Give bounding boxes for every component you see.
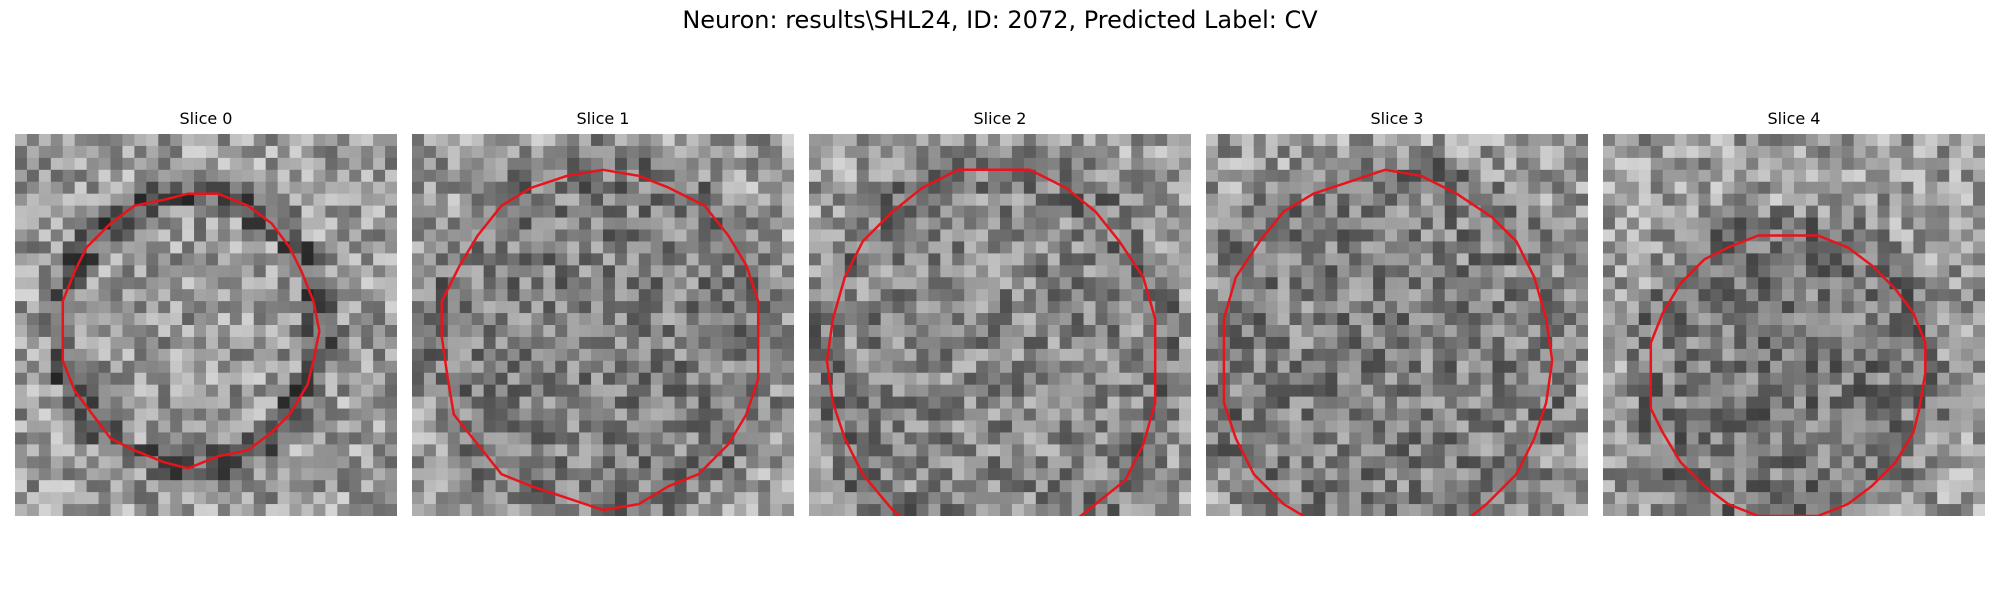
slice-panel-3: Slice 3 — [1206, 108, 1588, 516]
slice-image — [412, 134, 794, 516]
slice-title: Slice 3 — [1370, 109, 1424, 128]
contour-outline — [825, 168, 1157, 516]
figure-title: Neuron: results\SHL24, ID: 2072, Predict… — [682, 6, 1318, 34]
slice-title: Slice 2 — [973, 109, 1027, 128]
slice-image — [1603, 134, 1985, 516]
contour-outline — [1222, 168, 1554, 516]
slice-image — [1206, 134, 1588, 516]
slice-image — [809, 134, 1191, 516]
slice-image — [15, 134, 397, 516]
slice-title: Slice 1 — [576, 109, 630, 128]
contour-outline — [440, 168, 760, 512]
slice-title: Slice 4 — [1767, 109, 1821, 128]
slice-title: Slice 0 — [179, 109, 233, 128]
contour-outline — [1649, 234, 1927, 516]
slice-panel-1: Slice 1 — [412, 108, 794, 516]
slice-panel-2: Slice 2 — [809, 108, 1191, 516]
slice-panel-0: Slice 0 — [15, 108, 397, 516]
slice-panel-4: Slice 4 — [1603, 108, 1985, 516]
contour-outline — [61, 192, 321, 470]
